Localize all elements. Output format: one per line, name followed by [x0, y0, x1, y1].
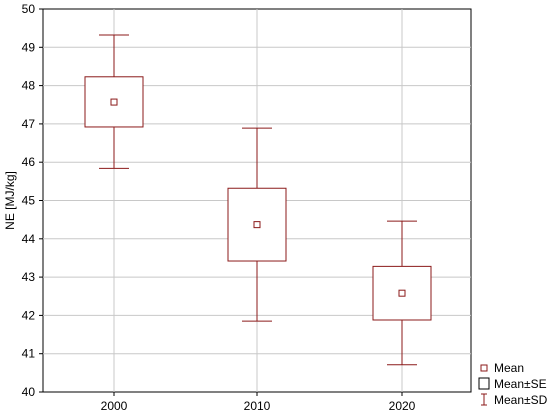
- legend-label: Mean: [494, 361, 524, 375]
- x-axis-ticks: 2000 2010 2020: [101, 392, 416, 413]
- y-tick-label: 48: [22, 79, 36, 93]
- y-tick-label: 50: [22, 2, 36, 16]
- y-tick-label: 44: [22, 232, 36, 246]
- y-tick-label: 40: [22, 385, 36, 399]
- y-tick-label: 47: [22, 117, 36, 131]
- legend-se-icon: [478, 377, 490, 390]
- y-tick-label: 49: [22, 40, 36, 54]
- y-tick-label: 43: [22, 270, 36, 284]
- mean-marker: [253, 221, 261, 229]
- y-tick-label: 42: [22, 308, 36, 322]
- legend-label: Mean±SD: [494, 393, 548, 407]
- y-tick-label: 46: [22, 155, 36, 169]
- x-tick-label: 2000: [101, 399, 128, 413]
- box-group-2000: [84, 34, 144, 169]
- legend-label: Mean±SE: [494, 377, 547, 391]
- mean-marker: [110, 98, 118, 106]
- y-tick-label: 41: [22, 347, 36, 361]
- x-tick-label: 2010: [244, 399, 271, 413]
- x-tick-label: 2020: [389, 399, 416, 413]
- legend-sd-icon: [481, 393, 487, 406]
- mean-marker: [398, 289, 406, 297]
- y-axis-ticks: 40 41 42 43 44 45 46 47 48 49 50: [22, 2, 43, 399]
- y-axis-title: NE [MJ/kg]: [3, 171, 17, 230]
- legend-mean-icon: [480, 364, 488, 372]
- boxes: [84, 34, 432, 366]
- box-group-2010: [227, 127, 287, 322]
- box-group-2020: [372, 220, 432, 366]
- y-tick-label: 45: [22, 194, 36, 208]
- legend: Mean Mean±SE Mean±SD: [478, 361, 548, 407]
